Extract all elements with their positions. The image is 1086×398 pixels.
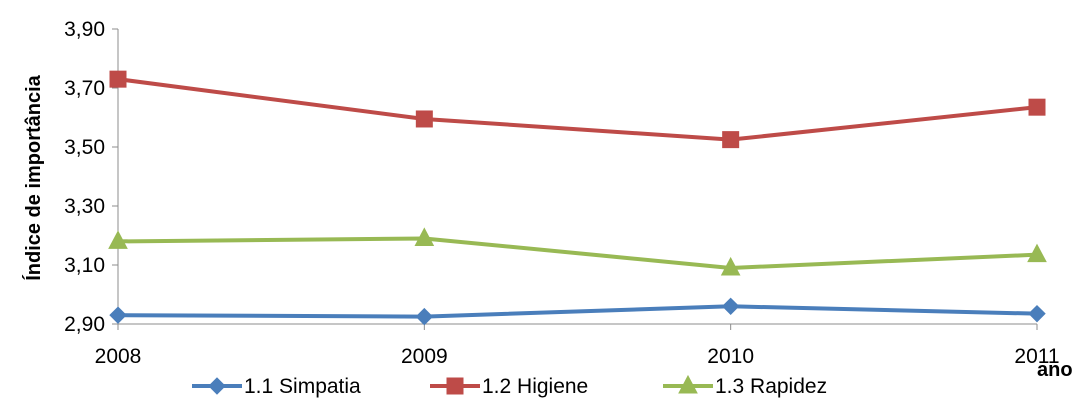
x-axis: 2008 2009 2010 2011 bbox=[95, 323, 1060, 368]
series-line bbox=[117, 77, 1038, 142]
data-point-triangle bbox=[678, 374, 698, 394]
data-point-triangle bbox=[414, 227, 435, 246]
data-point-diamond bbox=[415, 307, 434, 326]
legend-item: 1.1 Simpatia bbox=[192, 375, 361, 398]
y-tick-label: 3,10 bbox=[64, 254, 105, 277]
data-point-diamond bbox=[721, 297, 740, 316]
y-tick-label: 3,70 bbox=[64, 77, 105, 100]
y-tick-label: 3,90 bbox=[64, 18, 105, 41]
y-tick-label: 3,30 bbox=[64, 195, 105, 218]
data-point-triangle bbox=[108, 230, 128, 249]
data-point-square bbox=[722, 131, 740, 149]
legend: 1.1 Simpatia 1.2 Higiene 1.3 Rapidez bbox=[192, 374, 827, 398]
legend-item: 1.3 Rapidez bbox=[663, 374, 827, 398]
legend-item: 1.2 Higiene bbox=[430, 375, 588, 398]
data-point-square bbox=[415, 110, 433, 128]
data-point-diamond bbox=[109, 306, 127, 324]
series-triangle bbox=[108, 227, 1047, 276]
x-axis-title: ano bbox=[1037, 359, 1073, 381]
x-tick-label: 2009 bbox=[401, 345, 448, 368]
series-diamond bbox=[109, 297, 1046, 326]
y-axis-title: Índice de importância bbox=[22, 74, 45, 280]
x-tick-label: 2008 bbox=[95, 345, 142, 368]
series-line bbox=[117, 236, 1038, 270]
legend-label: 1.3 Rapidez bbox=[715, 375, 827, 398]
data-point-square bbox=[446, 377, 464, 395]
x-tick-label: 2011 bbox=[1014, 345, 1059, 368]
data-point-square bbox=[1028, 98, 1046, 116]
series bbox=[108, 70, 1047, 326]
series-square bbox=[109, 70, 1046, 149]
data-point-diamond bbox=[1028, 304, 1046, 323]
legend-label: 1.1 Simpatia bbox=[244, 375, 361, 398]
data-point-square bbox=[109, 70, 127, 88]
data-point-triangle bbox=[1027, 243, 1047, 263]
y-tick-label: 3,50 bbox=[64, 136, 105, 159]
data-point-triangle bbox=[720, 256, 741, 276]
data-point-diamond bbox=[208, 377, 226, 395]
y-tick-label: 2,90 bbox=[64, 313, 105, 336]
legend-label: 1.2 Higiene bbox=[482, 375, 588, 398]
x-tick-label: 2010 bbox=[707, 345, 754, 368]
y-axis: 2,90 3,10 3,30 3,50 3,70 3,90 bbox=[64, 18, 119, 336]
series-line bbox=[117, 304, 1038, 319]
